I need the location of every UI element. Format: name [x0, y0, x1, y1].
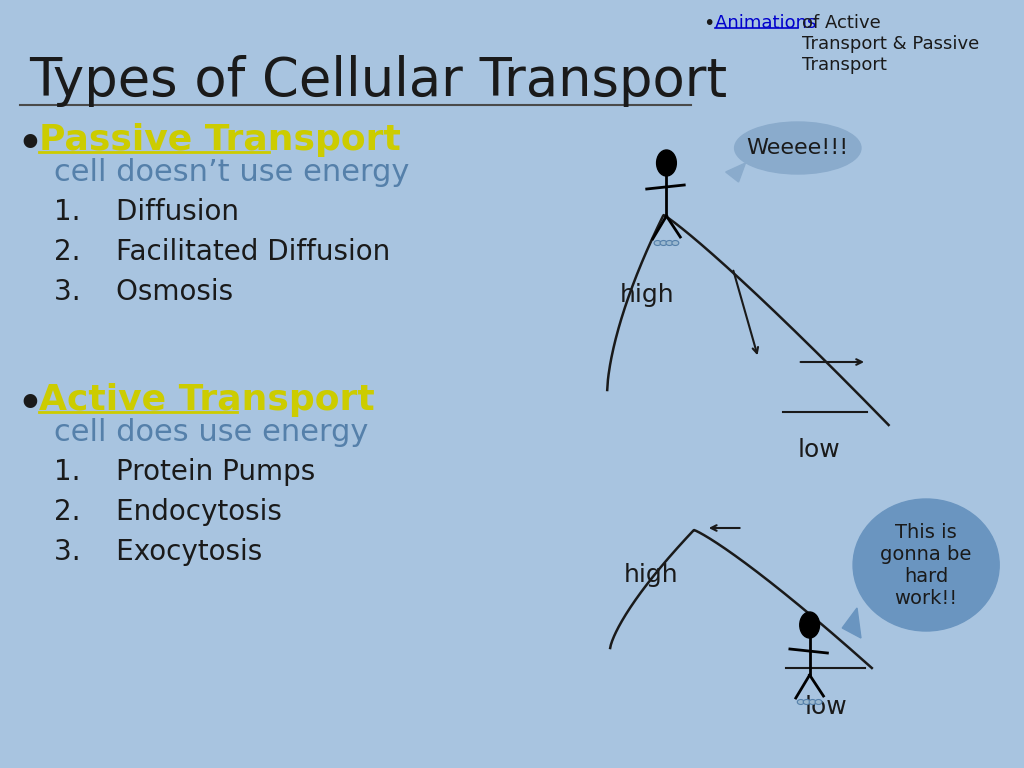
- Ellipse shape: [853, 499, 999, 631]
- Ellipse shape: [734, 122, 861, 174]
- Text: 3.    Exocytosis: 3. Exocytosis: [54, 538, 262, 566]
- Text: Animations: Animations: [715, 14, 822, 32]
- Text: 3.    Osmosis: 3. Osmosis: [54, 278, 233, 306]
- Text: high: high: [624, 563, 679, 587]
- Polygon shape: [842, 608, 861, 638]
- Ellipse shape: [798, 700, 804, 704]
- Ellipse shape: [656, 150, 676, 176]
- Text: 1.    Protein Pumps: 1. Protein Pumps: [54, 458, 315, 486]
- Text: cell doesn’t use energy: cell doesn’t use energy: [54, 158, 410, 187]
- Ellipse shape: [803, 700, 810, 704]
- Text: low: low: [798, 438, 841, 462]
- Ellipse shape: [815, 700, 822, 704]
- Ellipse shape: [809, 700, 816, 704]
- Text: 2.    Endocytosis: 2. Endocytosis: [54, 498, 283, 526]
- Text: Active Transport: Active Transport: [40, 383, 375, 417]
- Text: •: •: [703, 14, 715, 33]
- Text: 1.    Diffusion: 1. Diffusion: [54, 198, 240, 226]
- Ellipse shape: [654, 240, 662, 246]
- Text: high: high: [621, 283, 675, 307]
- Text: Passive Transport: Passive Transport: [40, 123, 401, 157]
- Text: This is
gonna be
hard
work!!: This is gonna be hard work!!: [881, 522, 972, 607]
- Text: cell does use energy: cell does use energy: [54, 418, 369, 447]
- Text: •: •: [17, 125, 43, 163]
- Text: Types of Cellular Transport: Types of Cellular Transport: [30, 55, 728, 107]
- Ellipse shape: [800, 612, 819, 638]
- Text: of Active
Transport & Passive
Transport: of Active Transport & Passive Transport: [802, 14, 979, 74]
- Polygon shape: [726, 163, 745, 182]
- Ellipse shape: [666, 240, 673, 246]
- Ellipse shape: [672, 240, 679, 246]
- Text: •: •: [17, 385, 43, 423]
- Text: Weeee!!!: Weeee!!!: [746, 138, 849, 158]
- Text: low: low: [805, 695, 848, 719]
- Text: 2.    Facilitated Diffusion: 2. Facilitated Diffusion: [54, 238, 390, 266]
- Ellipse shape: [660, 240, 667, 246]
